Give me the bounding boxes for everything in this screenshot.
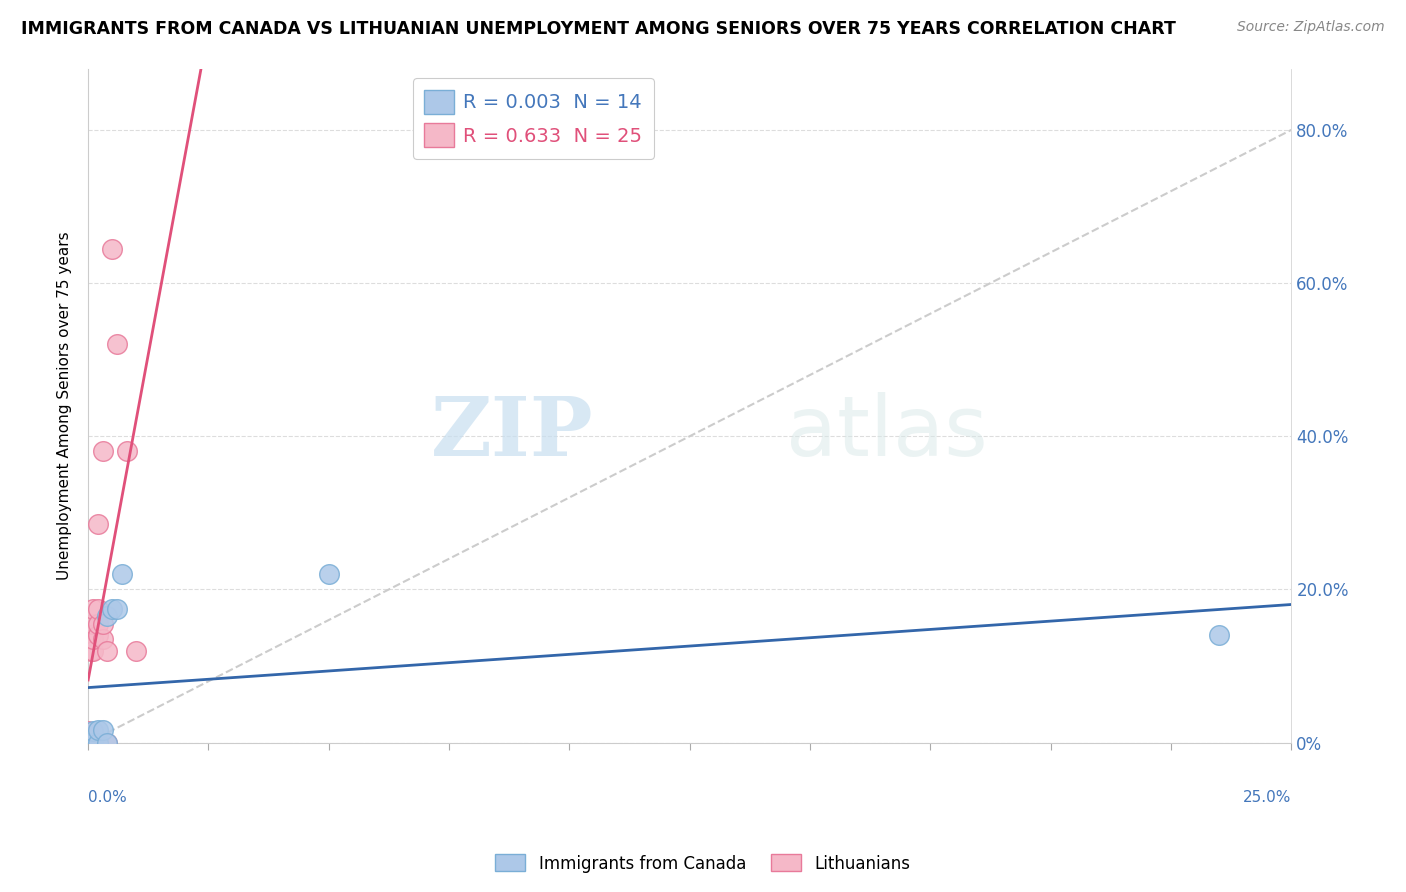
Point [82, 632, 104, 647]
Point [105, 337, 128, 351]
Point [318, 567, 340, 582]
Text: 0.0%: 0.0% [89, 789, 127, 805]
Point [87, 723, 110, 737]
Point [101, 601, 124, 615]
Point [105, 601, 128, 615]
Legend: R = 0.003  N = 14, R = 0.633  N = 25: R = 0.003 N = 14, R = 0.633 N = 25 [413, 78, 654, 159]
Point [87, 735, 110, 749]
Point [77, 735, 100, 749]
Point [115, 444, 138, 458]
Point [79, 735, 101, 749]
Point [82, 735, 104, 749]
Point [96, 735, 118, 749]
Point [79, 643, 101, 657]
Text: ZIP: ZIP [430, 392, 593, 473]
Point [82, 643, 104, 657]
Legend: Immigrants from Canada, Lithuanians: Immigrants from Canada, Lithuanians [489, 847, 917, 880]
Point [96, 735, 118, 749]
Point [87, 628, 110, 642]
Point [96, 643, 118, 657]
Point [77, 724, 100, 739]
Point [82, 601, 104, 615]
Point [101, 242, 124, 256]
Point [125, 643, 148, 657]
Point [82, 616, 104, 631]
Point [79, 628, 101, 642]
Text: IMMIGRANTS FROM CANADA VS LITHUANIAN UNEMPLOYMENT AMONG SENIORS OVER 75 YEARS CO: IMMIGRANTS FROM CANADA VS LITHUANIAN UNE… [21, 20, 1175, 37]
Point [82, 735, 104, 749]
Point [77, 735, 100, 749]
Point [91, 632, 114, 647]
Point [91, 723, 114, 737]
Point [77, 731, 100, 746]
Point [77, 735, 100, 749]
Y-axis label: Unemployment Among Seniors over 75 years: Unemployment Among Seniors over 75 years [58, 231, 72, 580]
Point [96, 609, 118, 624]
Point [82, 724, 104, 739]
Point [111, 567, 134, 582]
Text: atlas: atlas [786, 392, 988, 473]
Point [1208, 628, 1230, 642]
Point [87, 601, 110, 615]
Point [77, 728, 100, 742]
Point [87, 517, 110, 532]
Text: Source: ZipAtlas.com: Source: ZipAtlas.com [1237, 20, 1385, 34]
Point [91, 444, 114, 458]
Point [87, 616, 110, 631]
Text: 25.0%: 25.0% [1243, 789, 1292, 805]
Point [91, 616, 114, 631]
